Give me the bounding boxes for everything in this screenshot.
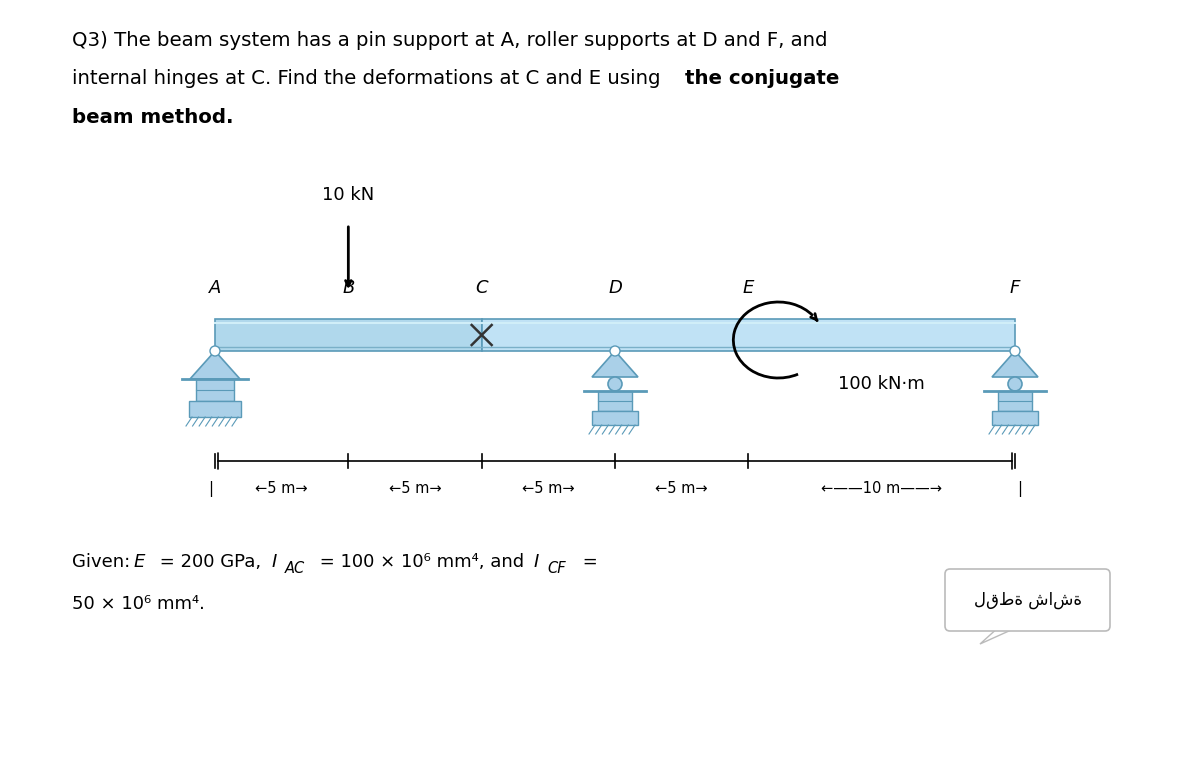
Bar [481,319,1015,351]
Text: Q3) The beam system has a pin support at A, roller supports at D and F, and: Q3) The beam system has a pin support at… [72,31,828,50]
Circle shape [608,377,622,391]
Text: E: E [743,279,754,297]
Bar [992,411,1038,425]
Circle shape [1008,377,1022,391]
Text: F: F [1010,279,1020,297]
Text: 10 kN: 10 kN [323,186,374,204]
Text: ←——10 m——→: ←——10 m——→ [821,481,942,496]
Text: I: I [534,553,539,571]
Text: 50 × 10⁶ mm⁴.: 50 × 10⁶ mm⁴. [72,595,205,613]
Text: AC: AC [284,561,305,576]
Polygon shape [980,626,1020,644]
Text: = 200 GPa,: = 200 GPa, [154,553,266,571]
Text: ←5 m→: ←5 m→ [655,481,708,496]
Text: A: A [209,279,221,297]
Text: the conjugate: the conjugate [685,69,839,88]
Text: C: C [475,279,488,297]
Text: B: B [342,279,354,297]
Bar [196,379,234,401]
Text: D: D [608,279,622,297]
Text: Given:: Given: [72,553,136,571]
Text: 100 kN·m: 100 kN·m [839,375,925,393]
Text: CF: CF [547,561,565,576]
Circle shape [210,346,220,356]
Circle shape [610,346,620,356]
Bar [592,411,638,425]
Text: ←5 m→: ←5 m→ [522,481,575,496]
Bar [190,401,241,417]
Polygon shape [190,351,240,379]
Circle shape [1010,346,1020,356]
Text: = 100 × 10⁶ mm⁴, and: = 100 × 10⁶ mm⁴, and [314,553,530,571]
Bar [598,391,632,411]
Text: ←5 m→: ←5 m→ [256,481,308,496]
Bar [215,319,481,351]
Text: I: I [272,553,277,571]
Polygon shape [592,351,638,377]
Polygon shape [992,351,1038,377]
Bar [998,391,1032,411]
Text: |: | [208,481,214,497]
Text: internal hinges at C. Find the deformations at C and E using: internal hinges at C. Find the deformati… [72,69,667,88]
Text: |: | [1018,481,1022,497]
FancyBboxPatch shape [946,569,1110,631]
Text: beam method.: beam method. [72,108,234,127]
Text: لقطة شاشة: لقطة شاشة [973,591,1081,609]
Text: E: E [134,553,145,571]
Text: ←5 m→: ←5 m→ [389,481,442,496]
Text: =: = [577,553,598,571]
